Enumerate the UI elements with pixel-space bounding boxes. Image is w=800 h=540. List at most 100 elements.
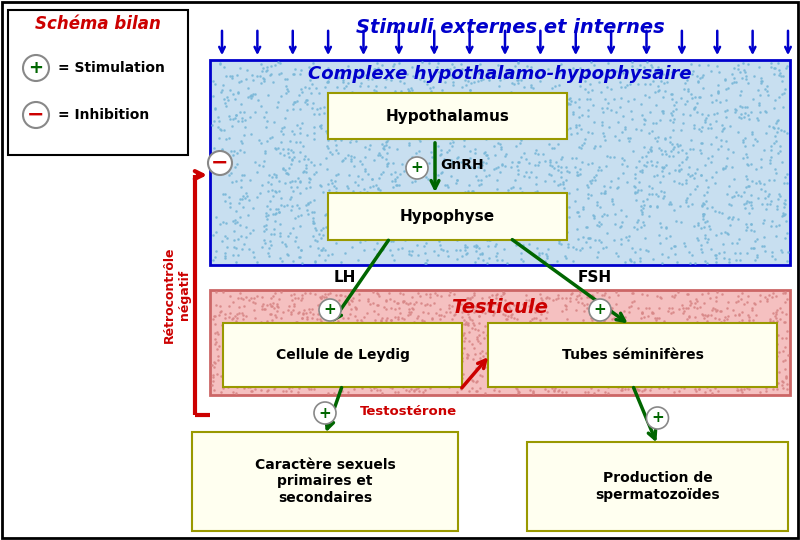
- Point: [650, 119, 662, 127]
- Point: [706, 334, 719, 342]
- Point: [708, 345, 721, 354]
- Point: [283, 178, 296, 186]
- Point: [433, 237, 446, 246]
- Point: [550, 353, 563, 362]
- Point: [333, 379, 346, 387]
- Text: FSH: FSH: [578, 271, 612, 286]
- Point: [646, 254, 659, 263]
- Point: [285, 364, 298, 373]
- Point: [483, 380, 496, 388]
- Point: [412, 327, 425, 336]
- Point: [376, 139, 389, 148]
- Point: [639, 373, 652, 382]
- Point: [550, 349, 563, 357]
- Point: [289, 237, 302, 246]
- Point: [337, 156, 350, 164]
- Point: [521, 89, 534, 98]
- Point: [218, 63, 231, 71]
- Point: [287, 301, 300, 310]
- Point: [213, 117, 226, 126]
- Point: [698, 314, 711, 322]
- Point: [360, 348, 373, 356]
- Point: [650, 202, 663, 211]
- Point: [563, 296, 576, 305]
- Point: [268, 345, 281, 353]
- Point: [475, 189, 488, 198]
- Point: [282, 378, 294, 387]
- Point: [713, 355, 726, 364]
- Point: [242, 383, 254, 392]
- Point: [482, 241, 495, 250]
- Point: [622, 318, 635, 327]
- Point: [230, 383, 243, 391]
- Point: [397, 325, 410, 334]
- Point: [681, 315, 694, 323]
- Point: [392, 387, 405, 396]
- Point: [506, 158, 518, 166]
- Point: [274, 229, 286, 238]
- Point: [385, 315, 398, 324]
- Point: [644, 202, 657, 211]
- Point: [702, 328, 715, 336]
- Point: [265, 62, 278, 70]
- Point: [463, 86, 476, 94]
- Point: [441, 348, 454, 356]
- Point: [318, 356, 331, 364]
- Point: [728, 74, 741, 83]
- Point: [470, 192, 483, 201]
- Point: [758, 215, 770, 224]
- Point: [682, 381, 695, 390]
- Point: [596, 129, 609, 138]
- Point: [698, 299, 710, 308]
- Point: [571, 353, 584, 362]
- Point: [371, 151, 384, 159]
- Point: [688, 103, 701, 112]
- Point: [337, 348, 350, 356]
- Point: [704, 347, 717, 356]
- Point: [760, 354, 773, 363]
- Point: [431, 59, 444, 68]
- Point: [218, 99, 231, 107]
- Point: [283, 136, 296, 145]
- Point: [578, 301, 590, 309]
- Point: [222, 133, 235, 142]
- Point: [686, 144, 699, 153]
- Point: [429, 289, 442, 298]
- Point: [710, 230, 722, 239]
- Point: [250, 193, 263, 201]
- Point: [604, 377, 617, 386]
- Point: [218, 314, 231, 322]
- Point: [238, 329, 250, 338]
- Point: [525, 338, 538, 347]
- Point: [337, 367, 350, 375]
- Point: [730, 188, 742, 197]
- Point: [307, 219, 320, 227]
- Point: [237, 346, 250, 355]
- Point: [425, 119, 438, 128]
- Point: [629, 247, 642, 256]
- Point: [678, 384, 690, 393]
- Point: [318, 308, 331, 316]
- Point: [569, 98, 582, 106]
- Point: [542, 245, 554, 253]
- Point: [501, 315, 514, 323]
- Point: [568, 336, 581, 345]
- Point: [261, 387, 274, 395]
- Point: [722, 255, 735, 264]
- Point: [454, 384, 467, 393]
- Point: [707, 109, 720, 118]
- Point: [545, 367, 558, 376]
- Point: [446, 60, 458, 69]
- Point: [538, 208, 550, 217]
- Point: [758, 180, 770, 188]
- Point: [769, 165, 782, 174]
- Point: [503, 112, 516, 120]
- Point: [542, 89, 555, 97]
- Point: [480, 172, 493, 180]
- Point: [475, 76, 488, 84]
- Point: [346, 294, 359, 302]
- Point: [582, 359, 595, 368]
- Point: [572, 335, 585, 343]
- Point: [411, 383, 424, 392]
- Point: [363, 300, 376, 308]
